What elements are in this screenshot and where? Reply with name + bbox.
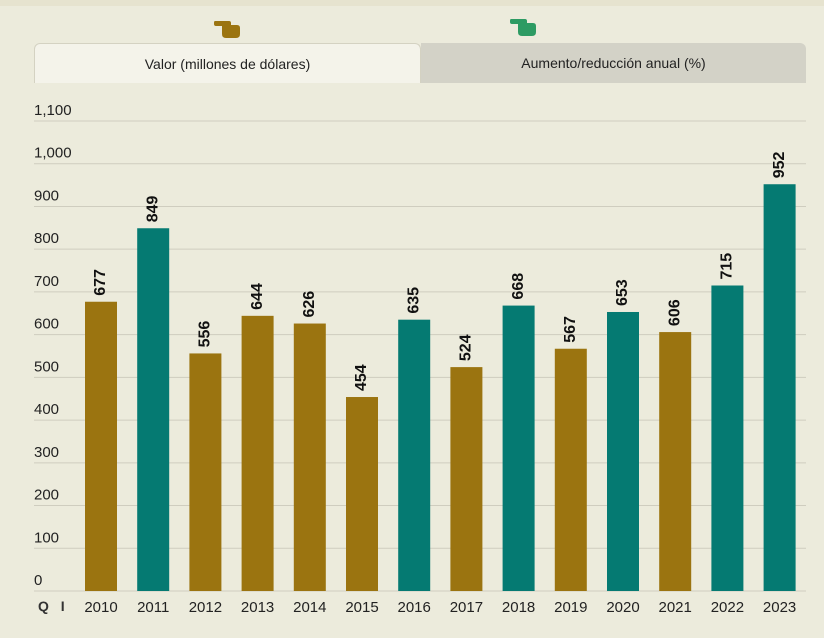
data-label: 454 bbox=[353, 364, 370, 391]
bar bbox=[398, 319, 431, 591]
x-tick-label: 2012 bbox=[189, 599, 222, 616]
tab-bar: Valor (millones de dólares) Aumento/redu… bbox=[34, 43, 806, 83]
data-label: 715 bbox=[719, 253, 736, 280]
bar bbox=[189, 353, 222, 591]
y-tick-label: 600 bbox=[34, 316, 59, 333]
tab-annual-change[interactable]: Aumento/reducción anual (%) bbox=[421, 43, 806, 83]
y-tick-label: 1,000 bbox=[34, 145, 72, 162]
bar bbox=[554, 348, 587, 591]
y-tick-label: 100 bbox=[34, 529, 59, 546]
bar bbox=[137, 228, 170, 591]
bar bbox=[607, 311, 639, 591]
bar bbox=[711, 285, 744, 591]
y-tick-label: 800 bbox=[34, 230, 59, 247]
top-strip bbox=[0, 0, 824, 6]
data-label: 567 bbox=[562, 316, 579, 343]
x-tick-label: 2019 bbox=[554, 599, 587, 616]
y-tick-label: 900 bbox=[34, 187, 59, 204]
data-label: 677 bbox=[92, 269, 109, 296]
x-tick-label: 2013 bbox=[241, 599, 274, 616]
data-label: 556 bbox=[197, 321, 214, 348]
x-tick-label: 2010 bbox=[84, 599, 117, 616]
data-label: 626 bbox=[301, 291, 318, 318]
x-tick-label: 2016 bbox=[398, 599, 431, 616]
bar bbox=[85, 301, 117, 591]
tab-value[interactable]: Valor (millones de dólares) bbox=[34, 43, 421, 83]
tab-annual-change-label: Aumento/reducción anual (%) bbox=[521, 55, 706, 71]
pointing-hand-decrease-icon bbox=[214, 21, 240, 38]
bar bbox=[293, 323, 326, 591]
x-tick-label: 2021 bbox=[659, 599, 692, 616]
y-tick-label: 700 bbox=[34, 273, 59, 290]
pointing-hand-increase-icon bbox=[510, 19, 536, 36]
y-tick-label: 300 bbox=[34, 444, 59, 461]
x-tick-label: 2014 bbox=[293, 599, 326, 616]
y-tick-label: 1,100 bbox=[34, 102, 72, 119]
data-label: 849 bbox=[144, 195, 161, 222]
bar bbox=[763, 184, 796, 591]
bar bbox=[659, 332, 692, 591]
y-tick-label: 500 bbox=[34, 358, 59, 375]
data-label: 952 bbox=[771, 151, 788, 178]
bar bbox=[241, 315, 274, 591]
bar bbox=[346, 397, 378, 591]
x-tick-label: 2011 bbox=[137, 599, 169, 616]
corner-label: Q I bbox=[38, 598, 69, 614]
x-tick-label: 2017 bbox=[450, 599, 483, 616]
data-label: 653 bbox=[614, 279, 631, 306]
y-tick-label: 200 bbox=[34, 487, 59, 504]
data-label: 524 bbox=[458, 334, 475, 361]
data-label: 668 bbox=[510, 273, 527, 300]
x-tick-label: 2022 bbox=[711, 599, 744, 616]
tab-value-label: Valor (millones de dólares) bbox=[144, 55, 311, 72]
data-label: 644 bbox=[249, 283, 266, 310]
y-tick-label: 400 bbox=[34, 401, 59, 418]
data-label: 635 bbox=[405, 287, 422, 314]
bar bbox=[450, 367, 483, 591]
data-label: 606 bbox=[666, 299, 683, 326]
x-tick-label: 2023 bbox=[763, 599, 796, 616]
y-tick-label: 0 bbox=[34, 572, 42, 589]
x-tick-label: 2020 bbox=[606, 599, 639, 616]
x-tick-label: 2015 bbox=[345, 599, 378, 616]
bar bbox=[502, 305, 535, 591]
x-tick-label: 2018 bbox=[502, 599, 535, 616]
